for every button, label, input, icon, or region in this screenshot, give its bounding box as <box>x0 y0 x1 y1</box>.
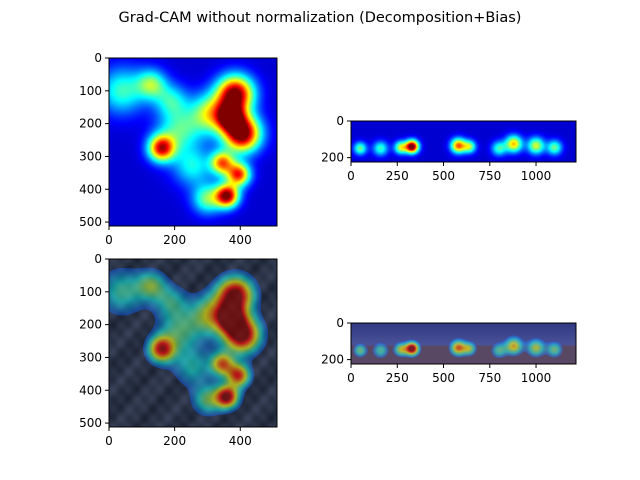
panel-satellite-cam: 0 200 400 0 100 200 300 400 500 <box>79 51 278 247</box>
panorama-overlay-xtick-label: 0 <box>347 371 355 385</box>
satellite-overlay-ytick-label: 0 <box>94 252 102 266</box>
panorama-overlay-ytick-label: 0 <box>336 316 344 330</box>
satellite-overlay-xtick-label: 200 <box>163 434 186 448</box>
satellite-overlay-ytick-label: 500 <box>79 416 102 430</box>
satellite-cam-ytick-label: 400 <box>79 182 102 196</box>
panorama-cam-xtick-label: 0 <box>347 169 355 183</box>
panorama-overlay-xtick-label: 250 <box>386 371 409 385</box>
satellite-overlay-xtick-label: 0 <box>105 434 113 448</box>
panorama-cam-ytick-label: 0 <box>336 114 344 128</box>
panorama-cam-xtick-label: 750 <box>478 169 501 183</box>
satellite-cam-ytick-label: 0 <box>94 51 102 65</box>
panorama-overlay-xtick-label: 500 <box>432 371 455 385</box>
panorama-cam-xtick-label: 1000 <box>521 169 552 183</box>
panorama-cam-xtick-label: 500 <box>432 169 455 183</box>
panorama-overlay-image <box>351 323 576 364</box>
satellite-overlay-ytick-label: 200 <box>79 318 102 332</box>
satellite-cam-ytick-label: 300 <box>79 149 102 163</box>
satellite-overlay-ytick-label: 400 <box>79 383 102 397</box>
satellite-overlay-xtick-label: 400 <box>229 434 252 448</box>
satellite-overlay-image <box>109 259 277 427</box>
panorama-cam-xtick-label: 250 <box>386 169 409 183</box>
satellite-cam-frame <box>108 57 278 227</box>
satellite-cam-ytick-label: 200 <box>79 117 102 131</box>
satellite-cam-image <box>109 58 277 226</box>
panorama-cam-image <box>351 121 576 162</box>
panorama-overlay-ytick-label: 200 <box>321 353 344 367</box>
satellite-cam-xtick-label: 200 <box>163 233 186 247</box>
panorama-overlay-xtick-label: 1000 <box>521 371 552 385</box>
panel-satellite-overlay: 0 200 400 0 100 200 300 400 500 <box>79 252 278 448</box>
satellite-overlay-ytick-label: 100 <box>79 285 102 299</box>
figure-title: Grad-CAM without normalization (Decompos… <box>119 10 522 26</box>
satellite-cam-ytick-label: 100 <box>79 84 102 98</box>
panorama-cam-ytick-label: 200 <box>321 151 344 165</box>
satellite-overlay-frame <box>108 258 278 428</box>
satellite-overlay-ytick-label: 300 <box>79 350 102 364</box>
panorama-overlay-xtick-label: 750 <box>478 371 501 385</box>
satellite-cam-xtick-label: 400 <box>229 233 252 247</box>
satellite-cam-ytick-label: 500 <box>79 215 102 229</box>
panorama-cam-frame <box>350 120 577 163</box>
panorama-overlay-frame <box>350 322 577 365</box>
satellite-cam-xtick-label: 0 <box>105 233 113 247</box>
